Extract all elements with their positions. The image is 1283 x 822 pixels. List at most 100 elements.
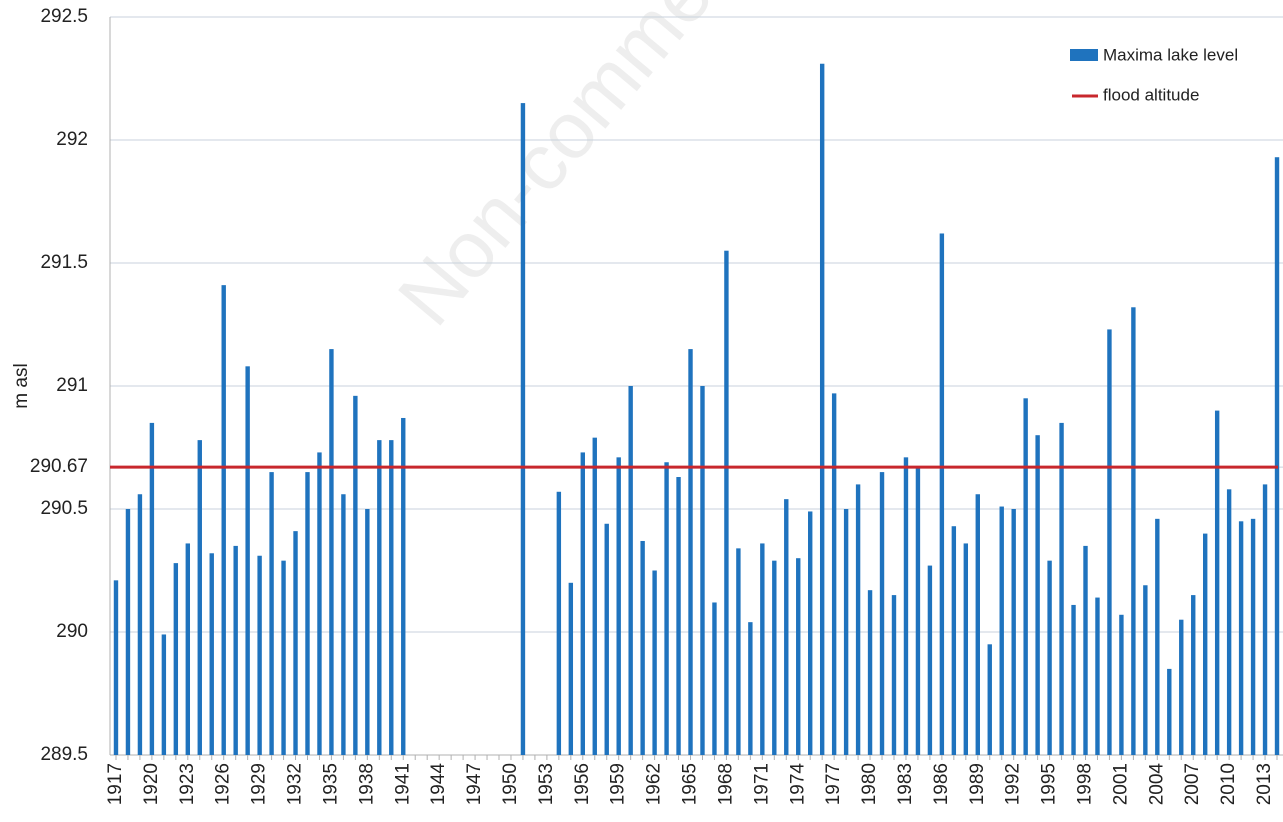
- bar: [257, 555, 262, 755]
- bar: [389, 440, 394, 755]
- bar: [221, 285, 226, 755]
- bar: [209, 553, 214, 755]
- bar: [951, 526, 957, 755]
- bar: [1238, 521, 1244, 755]
- bar: [688, 349, 693, 755]
- bar: [664, 462, 669, 755]
- bar: [568, 582, 574, 755]
- x-tick-label: 1989: [967, 763, 988, 805]
- bar: [927, 565, 933, 755]
- x-tick-label: 1935: [320, 763, 341, 805]
- bar: [245, 366, 250, 755]
- bar: [1119, 614, 1124, 755]
- bar: [975, 494, 980, 755]
- bar: [999, 506, 1004, 755]
- x-tick-label: 1944: [428, 763, 449, 806]
- x-tick-label: 1959: [608, 763, 629, 805]
- bar: [867, 590, 873, 755]
- x-tick-label: 1962: [644, 763, 665, 805]
- x-tick-label: 1941: [392, 763, 413, 805]
- y-axis-label: m asl: [11, 363, 32, 408]
- x-tick-label: 2004: [1146, 763, 1167, 806]
- bar: [233, 545, 238, 755]
- bar: [1250, 518, 1256, 755]
- bar: [1274, 157, 1280, 756]
- bar: [652, 570, 657, 755]
- x-tick-label: 2001: [1110, 763, 1131, 805]
- x-tick-label: 1953: [536, 763, 557, 805]
- bar: [1262, 484, 1268, 755]
- bar: [137, 494, 143, 755]
- bar: [939, 233, 945, 756]
- y-tick-label: 292.5: [40, 6, 88, 27]
- x-tick-label: 1998: [1075, 763, 1096, 805]
- x-tick-label: 1923: [177, 763, 198, 805]
- bar: [748, 622, 753, 755]
- bar: [1214, 410, 1220, 755]
- bar: [1011, 509, 1016, 755]
- y-tick-label: 290.5: [40, 498, 88, 519]
- bar: [628, 386, 633, 755]
- bar: [796, 558, 801, 755]
- x-tick-label: 1986: [931, 763, 952, 805]
- bar: [365, 509, 370, 755]
- y-tick-label: 290.67: [30, 456, 88, 477]
- bar: [293, 531, 298, 755]
- bar: [784, 499, 789, 755]
- bar: [640, 540, 645, 755]
- bar: [401, 417, 406, 755]
- x-tick-label: 1983: [895, 763, 916, 805]
- bar: [1059, 422, 1064, 755]
- bar: [855, 484, 861, 755]
- x-tick-label: 1980: [859, 763, 880, 805]
- x-tick-label: 2007: [1182, 763, 1203, 805]
- bar: [341, 494, 346, 755]
- bar: [772, 560, 777, 755]
- bar: [700, 386, 705, 755]
- bar: [1179, 619, 1184, 755]
- bar: [831, 393, 837, 755]
- bar: [1023, 398, 1028, 755]
- bar: [173, 563, 179, 755]
- bar: [592, 437, 597, 755]
- x-tick-label: 2010: [1218, 763, 1239, 805]
- x-tick-label: 1920: [141, 763, 162, 805]
- bar: [269, 472, 274, 755]
- bar: [149, 422, 155, 755]
- x-tick-label: 1938: [356, 763, 377, 805]
- x-tick-label: 1995: [1039, 763, 1060, 805]
- bar: [1226, 489, 1232, 755]
- bar: [736, 548, 741, 755]
- bar: [1095, 597, 1100, 755]
- bar: [915, 467, 921, 755]
- bar: [676, 477, 681, 755]
- bar: [161, 634, 167, 755]
- bar: [1191, 595, 1196, 755]
- bar: [1143, 585, 1148, 755]
- x-tick-label: 1968: [715, 763, 736, 805]
- x-tick-label: 1974: [787, 763, 808, 806]
- bar: [843, 509, 849, 755]
- bar: [879, 472, 885, 755]
- bar: [616, 457, 621, 755]
- bar: [185, 543, 191, 755]
- x-tick-label: 1956: [572, 763, 593, 805]
- x-tick-label: 1947: [464, 763, 485, 805]
- y-tick-label: 292: [56, 129, 88, 150]
- x-tick-label: 1950: [500, 763, 521, 805]
- bar: [113, 580, 119, 755]
- bar: [520, 103, 526, 756]
- bar: [556, 491, 562, 755]
- y-tick-label: 290: [56, 621, 88, 642]
- x-tick-label: 1926: [213, 763, 234, 805]
- legend-swatch: [1070, 49, 1098, 61]
- bar: [1202, 533, 1208, 755]
- x-tick-label: 1977: [823, 763, 844, 805]
- bar: [1083, 545, 1088, 755]
- bar: [1035, 435, 1040, 755]
- bar: [1071, 604, 1076, 755]
- bar: [1047, 560, 1052, 755]
- bar: [580, 452, 585, 755]
